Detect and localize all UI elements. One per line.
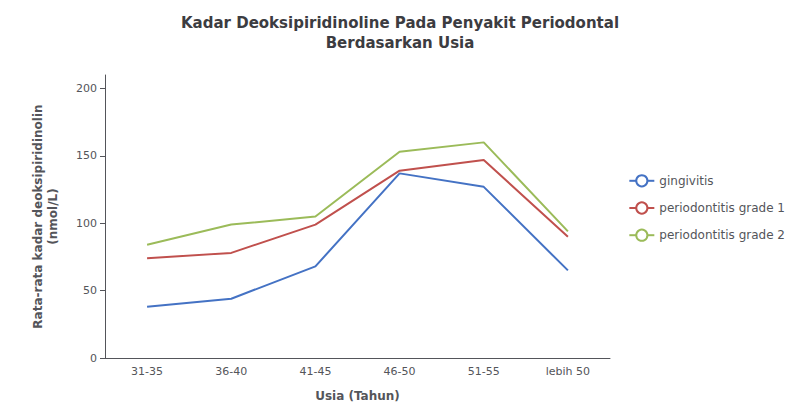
svg-text:Berdasarkan Usia: Berdasarkan Usia <box>326 34 475 52</box>
svg-text:periodontitis grade 2: periodontitis grade 2 <box>659 228 785 242</box>
svg-text:41-45: 41-45 <box>299 365 331 378</box>
svg-text:46-50: 46-50 <box>384 365 416 378</box>
svg-text:100: 100 <box>76 217 97 230</box>
svg-text:50: 50 <box>83 284 97 297</box>
svg-text:gingivitis: gingivitis <box>659 174 713 188</box>
svg-text:lebih 50: lebih 50 <box>546 365 590 378</box>
svg-text:Kadar Deoksipiridinoline Pada: Kadar Deoksipiridinoline Pada Penyakit P… <box>181 14 619 32</box>
svg-text:36-40: 36-40 <box>215 365 247 378</box>
svg-text:200: 200 <box>76 82 97 95</box>
svg-text:51-55: 51-55 <box>468 365 500 378</box>
svg-text:Usia (Tahun): Usia (Tahun) <box>315 389 400 403</box>
svg-text:(nmol/L): (nmol/L) <box>46 188 60 244</box>
svg-text:0: 0 <box>90 352 97 365</box>
svg-text:periodontitis grade 1: periodontitis grade 1 <box>659 201 785 215</box>
svg-text:150: 150 <box>76 149 97 162</box>
svg-text:31-35: 31-35 <box>131 365 163 378</box>
svg-text:Rata-rata kadar deoksipiridino: Rata-rata kadar deoksipiridinolin <box>31 104 45 328</box>
